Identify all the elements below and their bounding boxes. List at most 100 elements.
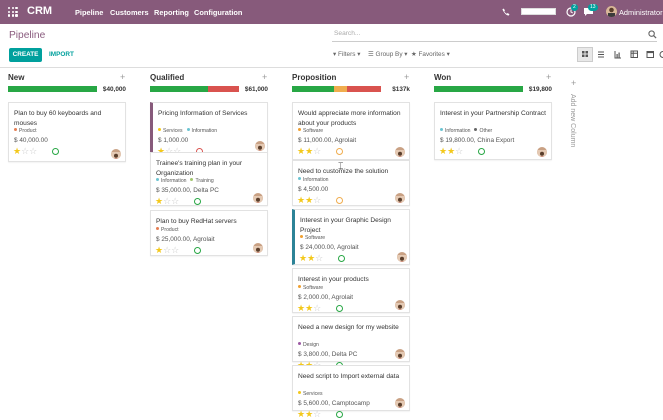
quick-create-plus-icon[interactable]: + (262, 72, 268, 82)
star-icon[interactable]: ☆ (29, 146, 38, 156)
star-icon[interactable]: ★ (155, 196, 164, 206)
quick-create-plus-icon[interactable]: + (404, 72, 410, 82)
favorites-dropdown[interactable]: ★ Favorites ▾ (411, 50, 450, 58)
column-title[interactable]: Proposition (292, 73, 337, 82)
kanban-card[interactable]: Pricing Information of Services Services I… (150, 102, 268, 157)
star-icon[interactable]: ☆ (171, 196, 180, 206)
star-icon[interactable]: ★ (307, 253, 316, 263)
create-button[interactable]: CREATE (9, 48, 42, 62)
quick-create-plus-icon[interactable]: + (120, 72, 126, 82)
priority-stars[interactable]: ★☆☆ (157, 146, 181, 157)
add-column-plus-icon[interactable]: + (571, 78, 577, 88)
priority-stars[interactable]: ★★☆ (297, 409, 321, 420)
priority-stars[interactable]: ★☆☆ (155, 245, 179, 256)
star-icon[interactable]: ★ (299, 253, 308, 263)
priority-stars[interactable]: ★★☆ (297, 146, 321, 157)
filters-dropdown[interactable]: ▾ Filters ▾ (333, 50, 360, 58)
add-new-column[interactable]: Add new Column (569, 94, 576, 148)
menu-customers[interactable]: Customers (110, 8, 149, 17)
kanban-card[interactable]: Need script to Import external data Servi… (292, 365, 410, 419)
kanban-card[interactable]: Need to customize the solution Informatio… (292, 160, 410, 206)
kanban-card[interactable]: Interest in your Graphic Design Project S… (292, 209, 410, 265)
progress-segment-green[interactable] (434, 86, 523, 92)
priority-stars[interactable]: ★★☆ (297, 303, 321, 314)
activity-status-icon[interactable] (336, 411, 343, 418)
column-title[interactable]: Won (434, 73, 452, 82)
star-icon[interactable]: ☆ (313, 303, 322, 313)
column-progress-bar[interactable] (8, 86, 97, 92)
star-icon[interactable]: ★ (297, 195, 306, 205)
search-input[interactable]: Search... (332, 30, 657, 42)
progress-segment-green[interactable] (8, 86, 97, 92)
star-icon[interactable]: ☆ (163, 245, 172, 255)
progress-segment-green[interactable] (150, 86, 208, 92)
column-progress-bar[interactable] (434, 86, 523, 92)
user-avatar[interactable] (606, 6, 617, 17)
star-icon[interactable]: ☆ (163, 196, 172, 206)
phone-icon[interactable] (502, 8, 510, 16)
groupby-dropdown[interactable]: ☰ Group By ▾ (368, 50, 408, 58)
calendar-view-button[interactable] (642, 47, 658, 62)
menu-configuration[interactable]: Configuration (194, 8, 243, 17)
star-icon[interactable]: ☆ (315, 253, 324, 263)
priority-stars[interactable]: ★★☆ (299, 253, 323, 264)
kanban-card[interactable]: Plan to buy 60 keyboards and mouses Produ… (8, 102, 126, 162)
star-icon[interactable]: ★ (297, 303, 306, 313)
star-icon[interactable]: ★ (297, 409, 306, 419)
graph-view-button[interactable] (610, 47, 626, 62)
star-icon[interactable]: ☆ (165, 146, 174, 156)
progress-segment-green[interactable] (292, 86, 334, 92)
kanban-view-button[interactable] (577, 47, 593, 62)
star-icon[interactable]: ★ (155, 245, 164, 255)
kanban-card[interactable]: Interest in your products Software $ 2,000… (292, 268, 410, 313)
star-icon[interactable]: ★ (305, 303, 314, 313)
activity-status-icon[interactable] (478, 148, 485, 155)
search-icon[interactable] (648, 30, 657, 39)
kanban-card[interactable]: Need a new design for my website Design $ … (292, 316, 410, 370)
activity-status-icon[interactable] (336, 197, 343, 204)
star-icon[interactable]: ☆ (173, 146, 182, 156)
star-icon[interactable]: ★ (305, 146, 314, 156)
activity-status-icon[interactable] (338, 255, 345, 262)
activity-status-icon[interactable] (336, 148, 343, 155)
kanban-card[interactable]: Trainee's training plan in your Organiza… (150, 152, 268, 206)
star-icon[interactable]: ☆ (313, 195, 322, 205)
kanban-card[interactable]: Would appreciate more information about … (292, 102, 410, 160)
star-icon[interactable]: ☆ (21, 146, 30, 156)
column-progress-bar[interactable] (150, 86, 239, 92)
column-progress-bar[interactable] (292, 86, 381, 92)
list-view-button[interactable] (593, 47, 609, 62)
progress-segment-red[interactable] (207, 86, 239, 92)
pivot-view-button[interactable] (626, 47, 642, 62)
star-icon[interactable]: ★ (305, 195, 314, 205)
star-icon[interactable]: ☆ (313, 409, 322, 419)
priority-stars[interactable]: ★★☆ (439, 146, 463, 157)
activity-status-icon[interactable] (194, 247, 201, 254)
activity-view-button[interactable] (657, 47, 663, 62)
app-brand[interactable]: CRM (27, 5, 53, 17)
progress-segment-orange[interactable] (333, 86, 348, 92)
import-button[interactable]: IMPORT (49, 51, 74, 58)
activity-status-icon[interactable] (194, 198, 201, 205)
kanban-card[interactable]: Plan to buy RedHat servers Product $ 25,00… (150, 210, 268, 256)
activity-status-icon[interactable] (52, 148, 59, 155)
star-icon[interactable]: ☆ (313, 146, 322, 156)
star-icon[interactable]: ★ (297, 146, 306, 156)
priority-stars[interactable]: ★☆☆ (155, 196, 179, 207)
quick-create-plus-icon[interactable]: + (546, 72, 552, 82)
menu-reporting[interactable]: Reporting (154, 8, 189, 17)
column-title[interactable]: New (8, 73, 25, 82)
star-icon[interactable]: ★ (439, 146, 448, 156)
star-icon[interactable]: ☆ (455, 146, 464, 156)
star-icon[interactable]: ★ (157, 146, 166, 156)
star-icon[interactable]: ★ (13, 146, 22, 156)
kanban-card[interactable]: Interest in your Partnership Contract Inf… (434, 102, 552, 160)
activity-status-icon[interactable] (336, 305, 343, 312)
column-title[interactable]: Qualified (150, 73, 185, 82)
priority-stars[interactable]: ★★☆ (297, 195, 321, 206)
star-icon[interactable]: ★ (305, 409, 314, 419)
apps-menu-icon[interactable] (8, 7, 18, 17)
user-menu[interactable]: Administrator (619, 8, 663, 17)
menu-pipeline[interactable]: Pipeline (75, 8, 104, 17)
progress-segment-red[interactable] (347, 86, 381, 92)
